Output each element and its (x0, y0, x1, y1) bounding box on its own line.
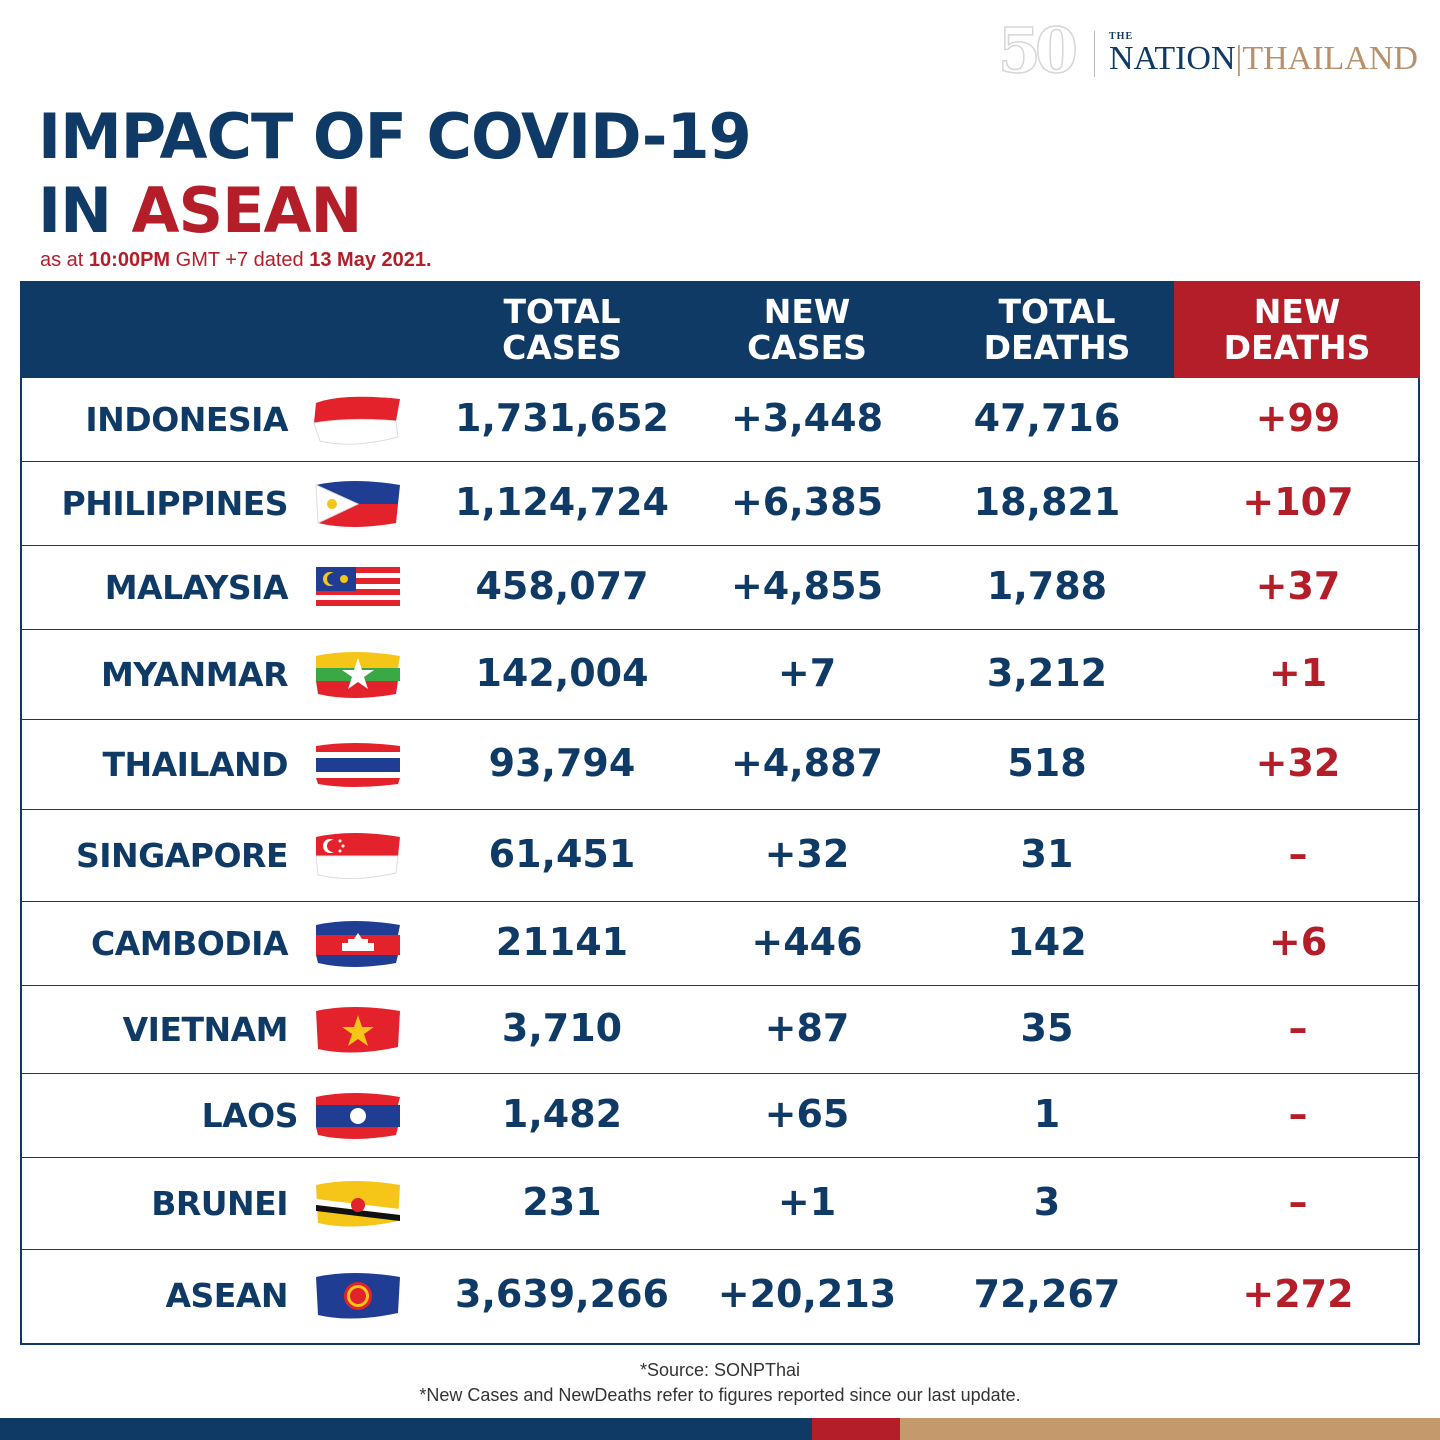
total-deaths-value: 142 (1007, 920, 1087, 964)
total-deaths-value: 518 (1007, 741, 1087, 785)
myanmar-flag-icon (312, 646, 404, 704)
total-deaths-value: 1,788 (986, 564, 1108, 608)
total-deaths-value: 3 (1033, 1180, 1061, 1224)
as-at-timestamp: as at 10:00PM GMT +7 dated 13 May 2021. (40, 249, 432, 271)
total-cases-value: 1,731,652 (455, 396, 669, 440)
total-cases-value: 231 (522, 1180, 602, 1224)
malaysia-flag-icon (312, 559, 404, 617)
table-row: VIETNAM 3,710 +87 35 – (22, 986, 1418, 1074)
total-cases-value: 3,639,266 (455, 1272, 669, 1316)
new-cases-value: +446 (751, 920, 863, 964)
country-name: SINGAPORE (76, 836, 288, 875)
new-cases-value: +7 (777, 651, 837, 695)
table-row: LAOS 1,482 +65 1 – (22, 1074, 1418, 1158)
table-row: CAMBODIA 21141 +446 142 +6 (22, 902, 1418, 986)
new-deaths-value: +272 (1242, 1272, 1354, 1316)
definition-note: *New Cases and NewDeaths refer to figure… (419, 1385, 1021, 1405)
table-row: MYANMAR 142,004 +7 3,212 +1 (22, 630, 1418, 720)
total-cases-value: 3,710 (501, 1006, 623, 1050)
header-new-cases: NEW CASES (747, 291, 867, 367)
new-deaths-value: – (1288, 1092, 1308, 1136)
new-deaths-value: – (1288, 1006, 1308, 1050)
asean-flag-icon (312, 1267, 404, 1325)
new-cases-value: +20,213 (717, 1272, 897, 1316)
new-cases-value: +87 (764, 1006, 850, 1050)
country-name: INDONESIA (85, 400, 288, 439)
new-deaths-value: +107 (1242, 480, 1354, 524)
header-total-cases: TOTAL CASES (502, 291, 622, 367)
new-deaths-value: +32 (1255, 741, 1341, 785)
title-line-1: IMPACT OF COVID-19 (38, 100, 752, 173)
singapore-flag-icon (312, 827, 404, 885)
table-row: INDONESIA 1,731,652 +3,448 47,716 +99 (22, 378, 1418, 462)
country-name: ASEAN (165, 1276, 288, 1315)
header-new-deaths: NEW DEATHS (1174, 281, 1420, 378)
brunei-flag-icon (312, 1175, 404, 1233)
total-cases-value: 61,451 (488, 832, 636, 876)
logo-thailand: THAILAND (1242, 39, 1418, 77)
country-name: BRUNEI (151, 1184, 288, 1223)
country-name: VIETNAM (122, 1010, 289, 1049)
philippines-flag-icon (312, 475, 404, 533)
logo-nation: NATION (1109, 39, 1236, 77)
table-row: MALAYSIA 458,077 +4,855 1,788 +37 (22, 546, 1418, 630)
vietnam-flag-icon (312, 1001, 404, 1059)
total-cases-value: 142,004 (475, 651, 649, 695)
logo-the: THE (1109, 30, 1134, 42)
table-row: BRUNEI 231 +1 3 – (22, 1158, 1418, 1250)
new-deaths-value: +1 (1268, 651, 1328, 695)
total-cases-value: 458,077 (475, 564, 649, 608)
logo-bar: | (1235, 39, 1243, 77)
logo-wordmark: THE NATION|THAILAND (1109, 31, 1418, 78)
total-deaths-value: 31 (1020, 832, 1074, 876)
total-deaths-value: 47,716 (973, 396, 1121, 440)
total-deaths-value: 18,821 (973, 480, 1121, 524)
the-nation-thailand-logo: 50 THE NATION|THAILAND (997, 13, 1418, 94)
table-row: PHILIPPINES 1,124,724 +6,385 18,821 +107 (22, 462, 1418, 546)
laos-flag-icon (312, 1087, 404, 1145)
country-name: LAOS (201, 1096, 299, 1135)
total-cases-value: 1,124,724 (455, 480, 669, 524)
table-row: ASEAN 3,639,266 +20,213 72,267 +272 (22, 1250, 1418, 1342)
table-header: TOTAL CASES NEW CASES TOTAL DEATHS NEW DEATH… (22, 281, 1420, 378)
total-cases-value: 93,794 (488, 741, 636, 785)
new-cases-value: +4,855 (730, 564, 884, 608)
page-title: IMPACT OF COVID-19 IN ASEAN (38, 100, 752, 248)
header-total-deaths: TOTAL DEATHS (983, 291, 1131, 367)
new-cases-value: +4,887 (730, 741, 884, 785)
cambodia-flag-icon (312, 915, 404, 973)
bottom-color-bar (0, 1418, 1440, 1440)
new-cases-value: +1 (777, 1180, 837, 1224)
country-name: MALAYSIA (104, 568, 289, 607)
total-deaths-value: 35 (1020, 1006, 1074, 1050)
new-cases-value: +32 (764, 832, 850, 876)
title-line-2: IN ASEAN (38, 174, 363, 247)
new-cases-value: +6,385 (730, 480, 884, 524)
indonesia-flag-icon (312, 391, 404, 449)
title-asean: ASEAN (131, 174, 363, 247)
country-name: PHILIPPINES (61, 484, 289, 523)
country-name: THAILAND (102, 745, 288, 784)
country-name: CAMBODIA (90, 924, 289, 963)
covid-asean-table: TOTAL CASES NEW CASES TOTAL DEATHS NEW DEATH… (20, 281, 1420, 1345)
source-note: *Source: SONPThai (639, 1360, 801, 1380)
table-row: THAILAND 93,794 +4,887 518 +32 (22, 720, 1418, 810)
thailand-flag-icon (312, 736, 404, 794)
total-cases-value: 21141 (495, 920, 629, 964)
new-deaths-value: +37 (1255, 564, 1341, 608)
new-deaths-value: +6 (1268, 920, 1328, 964)
total-deaths-value: 3,212 (986, 651, 1108, 695)
new-deaths-value: – (1288, 1180, 1308, 1224)
logo-divider (1094, 31, 1095, 77)
total-cases-value: 1,482 (501, 1092, 623, 1136)
new-deaths-value: – (1288, 832, 1308, 876)
total-deaths-value: 1 (1033, 1092, 1061, 1136)
country-name: MYANMAR (100, 655, 289, 694)
fifty-anniversary-mark: 50 (997, 13, 1079, 88)
new-cases-value: +3,448 (730, 396, 884, 440)
new-deaths-value: +99 (1255, 396, 1341, 440)
total-deaths-value: 72,267 (973, 1272, 1121, 1316)
table-row: SINGAPORE 61,451 +32 31 – (22, 810, 1418, 902)
new-cases-value: +65 (764, 1092, 850, 1136)
